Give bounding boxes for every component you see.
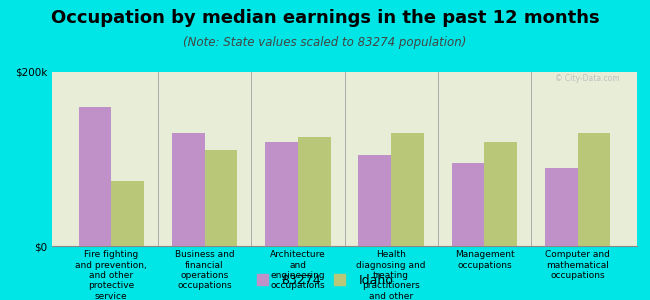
Bar bbox=[298, 137, 330, 246]
Text: (Note: State values scaled to 83274 population): (Note: State values scaled to 83274 popu… bbox=[183, 36, 467, 49]
Text: © City-Data.com: © City-Data.com bbox=[555, 74, 619, 83]
Bar bbox=[265, 142, 298, 246]
Text: Occupation by median earnings in the past 12 months: Occupation by median earnings in the pas… bbox=[51, 9, 599, 27]
Bar bbox=[545, 168, 578, 246]
Bar bbox=[391, 133, 424, 246]
Bar bbox=[359, 154, 391, 246]
Bar bbox=[484, 142, 517, 246]
Bar bbox=[111, 181, 144, 246]
Bar bbox=[172, 133, 205, 246]
Legend: 83274, Idaho: 83274, Idaho bbox=[253, 270, 397, 291]
Bar bbox=[79, 107, 111, 246]
Bar bbox=[205, 150, 237, 246]
Bar bbox=[578, 133, 610, 246]
Bar bbox=[452, 163, 484, 246]
